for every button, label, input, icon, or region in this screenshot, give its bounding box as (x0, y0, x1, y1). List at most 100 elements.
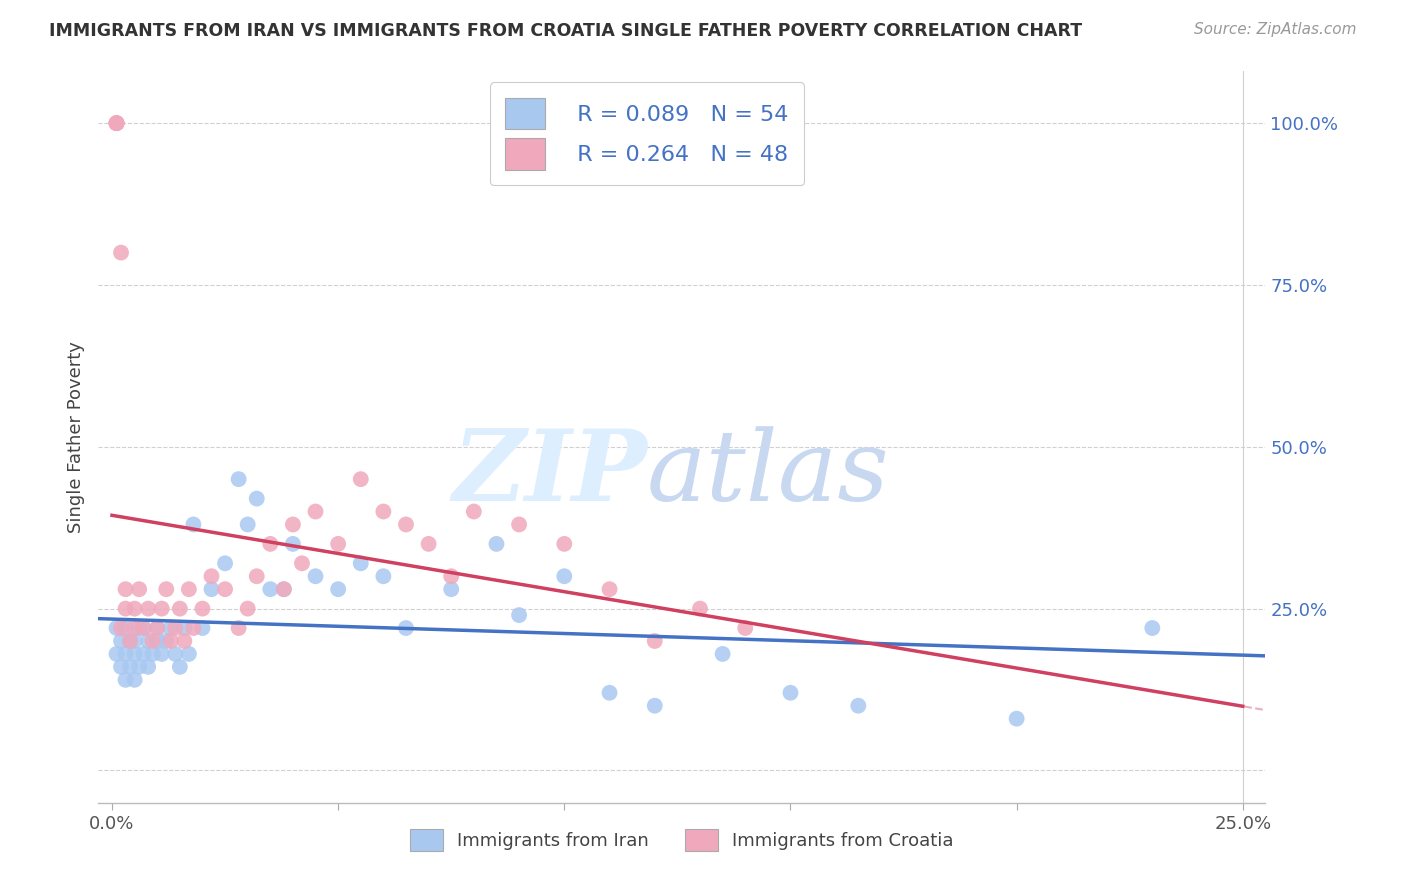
Point (779, 686, 801, 700)
Point (120, 634, 142, 648)
Point (114, 621, 136, 635)
Point (159, 621, 181, 635)
Point (373, 504, 395, 518)
Point (350, 557, 373, 571)
Point (128, 621, 150, 635)
Text: Source: ZipAtlas.com: Source: ZipAtlas.com (1194, 22, 1357, 37)
Point (177, 647, 200, 661)
Point (395, 621, 418, 635)
Legend: Immigrants from Iran, Immigrants from Croatia: Immigrants from Iran, Immigrants from Cr… (401, 820, 963, 860)
Point (350, 472, 373, 486)
Point (142, 647, 165, 661)
Point (236, 517, 259, 532)
Point (114, 647, 136, 661)
Text: ZIP: ZIP (451, 425, 647, 522)
Point (120, 634, 142, 648)
Point (214, 582, 236, 597)
Point (328, 537, 350, 551)
Point (1005, 712, 1028, 726)
Point (228, 621, 250, 635)
Point (114, 582, 136, 597)
Point (395, 517, 418, 532)
Point (155, 634, 177, 648)
Point (846, 698, 869, 713)
Point (146, 621, 169, 635)
Point (281, 537, 304, 551)
Point (105, 621, 128, 635)
Point (183, 517, 205, 532)
Point (304, 569, 326, 583)
Text: IMMIGRANTS FROM IRAN VS IMMIGRANTS FROM CROATIA SINGLE FATHER POVERTY CORRELATIO: IMMIGRANTS FROM IRAN VS IMMIGRANTS FROM … (49, 22, 1083, 40)
Point (508, 608, 530, 623)
Point (165, 621, 187, 635)
Point (105, 647, 128, 661)
Point (183, 621, 205, 635)
Point (291, 557, 314, 571)
Point (440, 582, 463, 597)
Point (110, 634, 132, 648)
Point (236, 601, 259, 615)
Point (155, 582, 177, 597)
Point (246, 491, 269, 506)
Point (124, 647, 146, 661)
Point (124, 601, 146, 615)
Point (159, 634, 181, 648)
Point (128, 582, 150, 597)
Point (110, 660, 132, 674)
Point (644, 634, 666, 648)
Point (644, 698, 666, 713)
Point (304, 504, 326, 518)
Y-axis label: Single Father Poverty: Single Father Poverty (66, 341, 84, 533)
Point (146, 621, 169, 635)
Point (463, 504, 485, 518)
Point (711, 647, 734, 661)
Point (440, 569, 463, 583)
Point (124, 634, 146, 648)
Point (273, 582, 295, 597)
Point (105, 116, 128, 130)
Point (120, 660, 142, 674)
Point (114, 601, 136, 615)
Point (689, 601, 711, 615)
Point (169, 601, 191, 615)
Point (105, 116, 128, 130)
Point (553, 569, 575, 583)
Point (128, 660, 150, 674)
Point (328, 582, 350, 597)
Point (177, 582, 200, 597)
Point (110, 621, 132, 635)
Point (124, 621, 146, 635)
Point (1142, 621, 1164, 635)
Point (146, 634, 169, 648)
Point (173, 621, 195, 635)
Point (110, 245, 132, 260)
Point (132, 621, 155, 635)
Point (485, 537, 508, 551)
Point (418, 537, 440, 551)
Point (132, 647, 155, 661)
Point (136, 601, 159, 615)
Point (553, 537, 575, 551)
Point (259, 537, 281, 551)
Point (105, 116, 128, 130)
Point (200, 569, 222, 583)
Point (281, 517, 304, 532)
Text: atlas: atlas (647, 426, 890, 521)
Point (191, 621, 214, 635)
Point (214, 557, 236, 571)
Point (136, 634, 159, 648)
Point (132, 621, 155, 635)
Point (259, 582, 281, 597)
Point (191, 601, 214, 615)
Point (165, 647, 187, 661)
Point (734, 621, 756, 635)
Point (228, 472, 250, 486)
Point (373, 569, 395, 583)
Point (114, 673, 136, 687)
Point (136, 660, 159, 674)
Point (200, 582, 222, 597)
Point (169, 660, 191, 674)
Point (142, 634, 165, 648)
Point (246, 569, 269, 583)
Point (105, 116, 128, 130)
